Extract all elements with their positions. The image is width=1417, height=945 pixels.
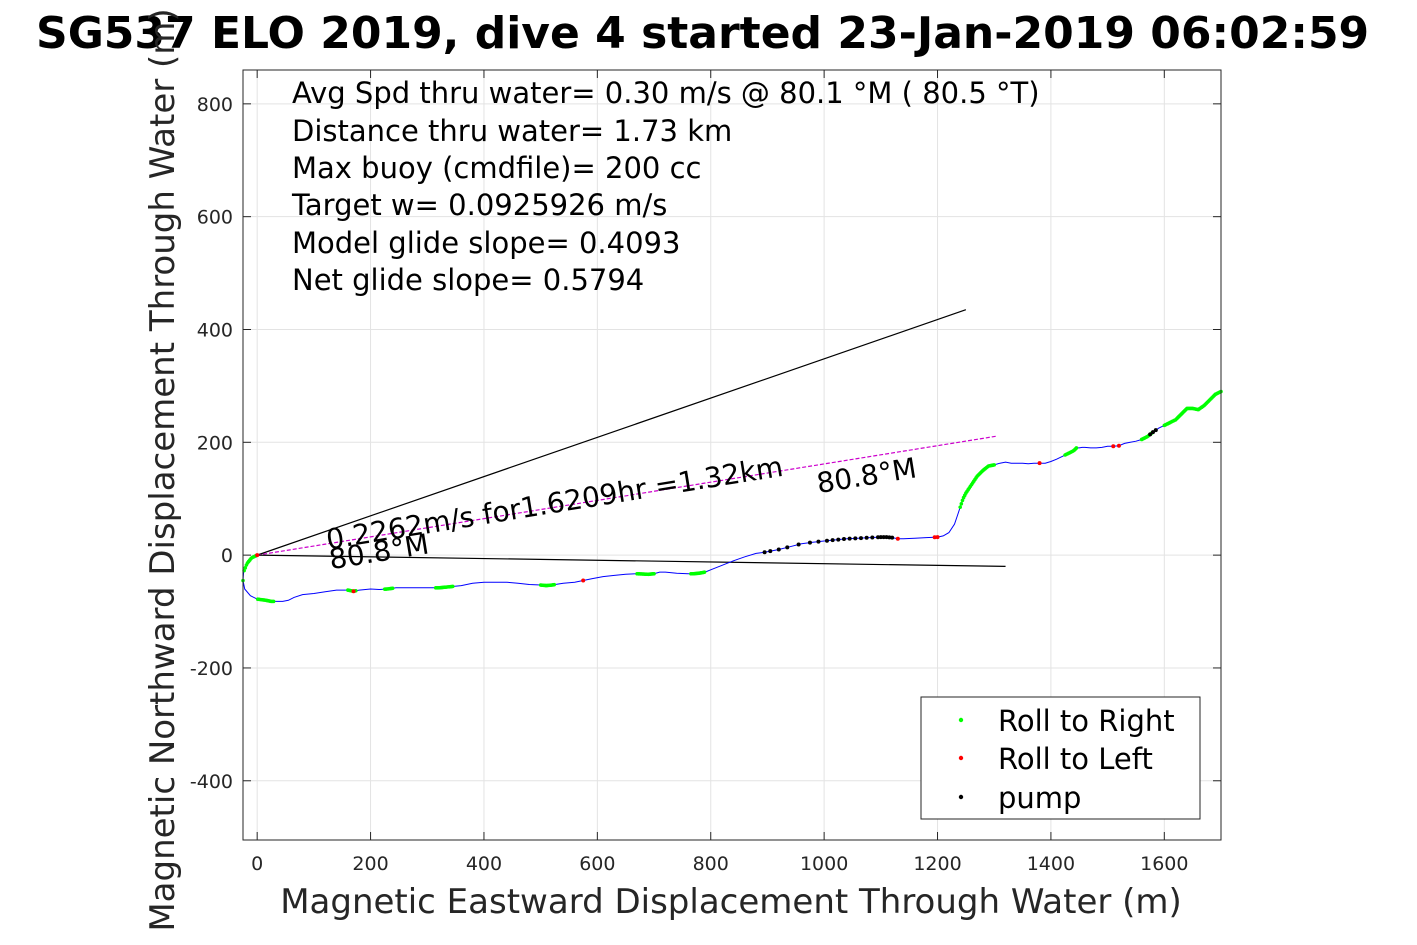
roll-right-point	[552, 582, 557, 587]
legend-label-roll-right: Roll to Right	[998, 704, 1175, 738]
pump-point	[841, 537, 846, 542]
pump-point	[830, 538, 835, 543]
roll-left-point	[1037, 461, 1042, 466]
legend-marker-roll-left	[958, 755, 964, 761]
pump-point	[776, 547, 781, 552]
pump-point	[870, 535, 875, 540]
roll-left-point	[935, 535, 940, 540]
roll-left-point	[932, 535, 937, 540]
y-tick-label: 400	[197, 319, 233, 341]
roll-right-point	[960, 498, 965, 503]
x-tick-label: 200	[352, 853, 388, 875]
pump-point	[762, 550, 767, 555]
x-axis-label: Magnetic Eastward Displacement Through W…	[280, 882, 1182, 922]
tick-labels: 0 200 400 600 800 1000 1200 1400 1600 -400 -200 0 20…	[190, 94, 1189, 875]
pump-point	[1148, 432, 1153, 437]
reference-line-current	[257, 435, 998, 556]
pump-point	[824, 538, 829, 543]
roll-right-point	[390, 586, 395, 591]
reference-line-upper	[256, 309, 967, 556]
pump-point	[858, 536, 863, 541]
y-tick-label: -200	[190, 658, 233, 680]
x-tick-label: 400	[466, 853, 502, 875]
pump-point	[875, 535, 880, 540]
info-avg-speed: Avg Spd thru water= 0.30 m/s @ 80.1 °M (…	[292, 76, 1040, 110]
roll-left-point	[351, 589, 356, 594]
track-line	[242, 391, 1222, 602]
y-tick-label: 600	[197, 207, 233, 229]
pump-point	[836, 537, 841, 542]
info-model-glide: Model glide slope= 0.4093	[292, 226, 680, 260]
reference-line-lower	[257, 554, 1006, 568]
roll-left-point	[895, 536, 900, 541]
x-tick-label: 1400	[1027, 853, 1075, 875]
legend-label-pump: pump	[998, 781, 1081, 815]
x-tick-label: 800	[693, 853, 729, 875]
plot-frame	[242, 69, 1222, 841]
pump-point	[853, 536, 858, 541]
roll-right-point	[959, 501, 964, 506]
info-distance: Distance thru water= 1.73 km	[292, 114, 732, 148]
pump-point	[785, 545, 790, 550]
legend-label-roll-left: Roll to Left	[998, 742, 1153, 776]
pump-point	[768, 549, 773, 554]
x-tick-label: 1600	[1140, 853, 1188, 875]
x-tick-label: 0	[251, 853, 263, 875]
info-box: Avg Spd thru water= 0.30 m/s @ 80.1 °M (…	[291, 76, 1040, 297]
pump-point	[864, 535, 869, 540]
y-tick-label: 800	[197, 94, 233, 116]
info-target-w: Target w= 0.0925926 m/s	[291, 188, 667, 222]
y-tick-label: -400	[190, 771, 233, 793]
roll-left-point	[255, 553, 260, 558]
marker-layer	[241, 389, 1223, 604]
pump-point	[847, 536, 852, 541]
pump-point	[807, 540, 812, 545]
y-tick-label: 0	[221, 545, 233, 567]
pump-point	[816, 539, 821, 544]
roll-right-point	[243, 566, 248, 570]
roll-right-point	[702, 570, 707, 574]
info-net-glide: Net glide slope= 0.5794	[292, 263, 644, 297]
roll-right-point	[1074, 446, 1079, 450]
pump-point	[881, 535, 886, 540]
y-axis-label: Magnetic Northward Displacement Through …	[143, 8, 183, 931]
info-max-buoy: Max buoy (cmdfile)= 200 cc	[292, 151, 701, 185]
legend: Roll to Right Roll to Left pump	[920, 696, 1201, 820]
x-tick-label: 1000	[800, 853, 848, 875]
pump-point	[796, 542, 801, 547]
roll-right-point	[271, 599, 276, 604]
x-tick-label: 1200	[913, 853, 961, 875]
roll-left-point	[1111, 444, 1116, 449]
pump-point	[1153, 428, 1158, 433]
roll-right-point	[652, 571, 656, 576]
roll-left-point	[581, 578, 586, 583]
legend-marker-pump	[958, 794, 964, 800]
roll-right-point	[958, 505, 962, 509]
pump-point	[1150, 430, 1155, 435]
x-tick-label: 600	[579, 853, 615, 875]
legend-box	[920, 696, 1201, 820]
y-tick-label: 200	[197, 432, 233, 454]
roll-right-point	[992, 463, 997, 467]
roll-left-point	[1116, 443, 1121, 448]
roll-right-point	[450, 584, 455, 589]
pump-point	[878, 535, 883, 540]
pump-point	[890, 535, 895, 540]
track-layer	[242, 391, 1222, 602]
reference-lines	[256, 309, 1006, 568]
legend-marker-roll-right	[958, 717, 964, 723]
chart-title: SG537 ELO 2019, dive 4 started 23-Jan-20…	[36, 8, 1369, 59]
